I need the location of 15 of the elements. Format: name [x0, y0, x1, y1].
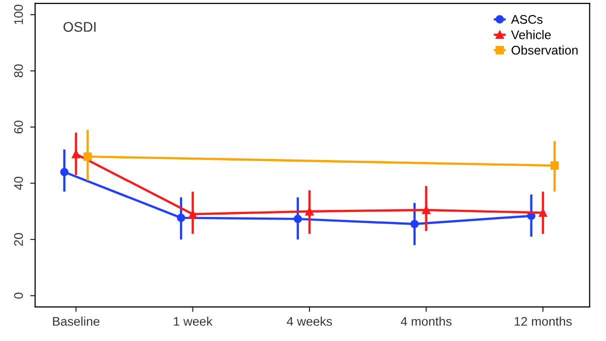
x-tick-label: 4 months: [400, 316, 452, 326]
x-tick-label: 4 weeks: [286, 316, 332, 326]
x-tick-label: 1 week: [174, 316, 213, 326]
legend-label: Vehicle: [511, 30, 551, 40]
legend-label: Observation: [512, 45, 578, 55]
legend-label: ASCs: [511, 14, 542, 24]
y-tick-label: 40: [14, 176, 23, 190]
y-tick-label: 0: [14, 292, 23, 299]
y-tick-label: 20: [14, 232, 23, 246]
y-tick-label: 80: [14, 64, 23, 78]
annotation: OSDI: [64, 22, 96, 32]
y-tick-label: 100: [14, 4, 23, 24]
x-tick-label: 12 months: [514, 316, 572, 326]
y-tick-label: 60: [14, 120, 23, 134]
x-tick-label: Baseline: [53, 316, 100, 326]
